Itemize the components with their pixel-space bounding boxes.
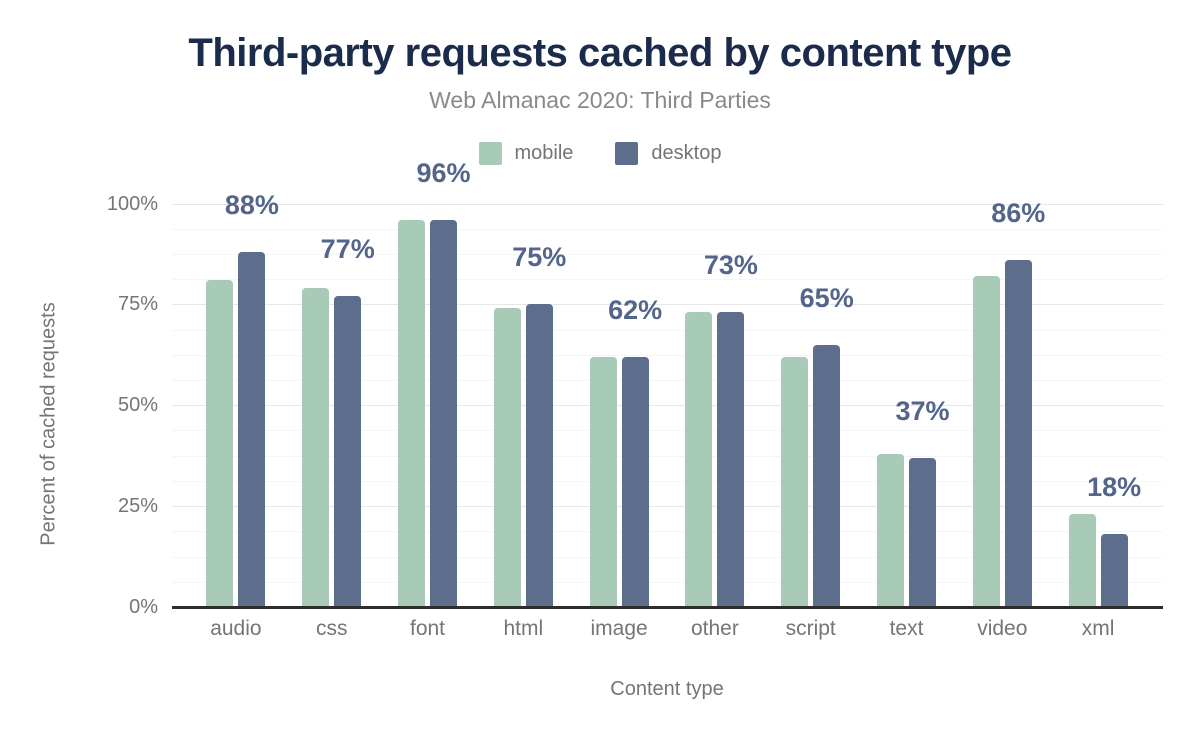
- data-label-font: 96%: [416, 157, 471, 188]
- bar-mobile-css: [302, 288, 330, 607]
- bar-mobile-text: [877, 453, 904, 607]
- legend-swatch-mobile: [478, 142, 502, 165]
- bar-mobile-script: [781, 356, 809, 607]
- gridline-minor: [172, 455, 1163, 457]
- legend: mobile desktop: [0, 142, 1200, 165]
- data-label-script: 65%: [799, 282, 854, 313]
- bar-mobile-video: [972, 276, 1000, 607]
- bar-desktop-image: [621, 356, 649, 607]
- data-label-video: 86%: [991, 197, 1046, 228]
- x-tick-label-video: video: [977, 617, 1028, 640]
- y-tick-label: 25%: [117, 495, 158, 518]
- gridline-major: [172, 506, 1163, 508]
- bar-desktop-css: [334, 296, 362, 607]
- gridline-minor: [172, 531, 1163, 533]
- gridline-minor: [172, 480, 1163, 482]
- gridline-minor: [172, 253, 1163, 255]
- legend-item-mobile: mobile: [478, 142, 574, 165]
- x-tick-label-other: other: [690, 617, 739, 640]
- bar-mobile-xml: [1068, 514, 1096, 607]
- legend-item-desktop: desktop: [615, 142, 721, 165]
- legend-label-mobile: mobile: [514, 142, 574, 164]
- chart-title: Third-party requests cached by content t…: [188, 31, 1012, 75]
- gridline-minor: [172, 279, 1163, 281]
- bar-desktop-script: [813, 344, 841, 607]
- bar-mobile-other: [685, 312, 713, 607]
- bar-desktop-text: [909, 457, 936, 607]
- gridline-minor: [172, 430, 1163, 432]
- y-tick-label: 50%: [117, 394, 158, 417]
- x-tick-label-css: css: [315, 617, 348, 640]
- data-label-other: 73%: [703, 250, 758, 281]
- data-label-image: 62%: [608, 294, 663, 325]
- bar-mobile-audio: [206, 280, 234, 607]
- bar-desktop-video: [1004, 259, 1032, 607]
- gridline-major: [172, 405, 1163, 407]
- data-label-css: 77%: [320, 234, 375, 265]
- bar-desktop-other: [717, 312, 745, 607]
- x-tick-label-text: text: [889, 617, 924, 640]
- x-tick-label-script: script: [785, 617, 836, 640]
- x-tick-label-image: image: [590, 617, 648, 640]
- bar-mobile-html: [493, 308, 521, 607]
- x-tick-label-xml: xml: [1081, 617, 1115, 640]
- gridline-minor: [172, 380, 1163, 382]
- x-tick-label-html: html: [503, 617, 544, 640]
- x-tick-label-font: font: [409, 617, 446, 640]
- gridline-minor: [172, 228, 1163, 230]
- legend-swatch-desktop: [615, 142, 639, 165]
- x-tick-label-audio: audio: [210, 617, 262, 640]
- bar-mobile-image: [589, 356, 617, 607]
- gridline-major: [172, 304, 1163, 306]
- x-axis-title: Content type: [610, 678, 724, 700]
- gridline-major: [172, 203, 1163, 205]
- legend-label-desktop: desktop: [651, 142, 722, 164]
- bar-desktop-audio: [238, 251, 266, 607]
- data-label-xml: 18%: [1087, 472, 1142, 503]
- data-label-html: 75%: [512, 242, 567, 273]
- gridline-minor: [172, 354, 1163, 356]
- chart-subtitle: Web Almanac 2020: Third Parties: [429, 87, 771, 113]
- y-tick-label: 100%: [106, 192, 158, 215]
- x-axis-line: [172, 606, 1163, 609]
- y-tick-label: 75%: [117, 293, 158, 316]
- gridline-minor: [172, 556, 1163, 558]
- bar-desktop-font: [430, 219, 457, 607]
- data-label-text: 37%: [895, 395, 950, 426]
- y-axis-title: Percent of cached requests: [37, 302, 60, 546]
- bar-mobile-font: [398, 219, 425, 607]
- gridline-minor: [172, 581, 1163, 583]
- data-label-audio: 88%: [224, 189, 279, 220]
- bar-desktop-html: [525, 304, 553, 607]
- gridline-minor: [172, 329, 1163, 331]
- y-tick-label: 0%: [129, 596, 158, 618]
- bar-desktop-xml: [1100, 534, 1128, 607]
